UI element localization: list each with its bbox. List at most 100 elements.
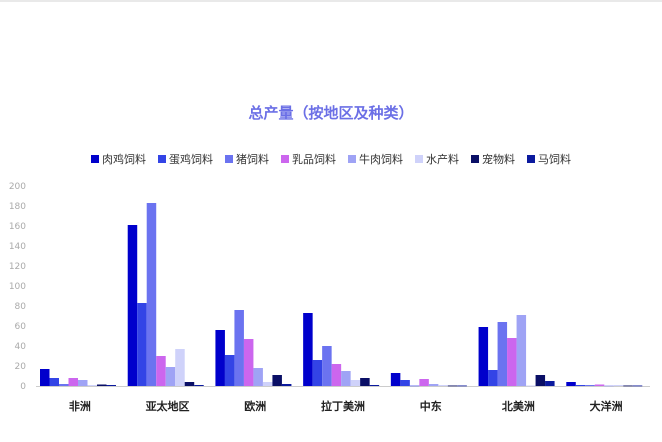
bar[interactable] <box>516 315 527 386</box>
bar[interactable] <box>400 380 410 386</box>
bar[interactable] <box>478 327 489 386</box>
bar[interactable] <box>106 385 117 386</box>
bar[interactable] <box>360 378 370 386</box>
y-tick-label: 80 <box>15 302 27 312</box>
bar[interactable] <box>303 313 313 386</box>
bar[interactable] <box>331 364 342 386</box>
bar[interactable] <box>507 338 517 386</box>
legend-item[interactable]: 水产料 <box>415 151 459 167</box>
bar[interactable] <box>68 378 79 386</box>
bar[interactable] <box>97 384 107 387</box>
bar[interactable] <box>447 385 458 387</box>
legend-swatch <box>471 155 479 163</box>
bar[interactable] <box>127 225 138 386</box>
y-tick-label: 140 <box>9 242 26 252</box>
bar[interactable] <box>215 330 225 386</box>
chart-legend: 肉鸡饲料 蛋鸡饲料 猪饲料 乳品饲料 牛肉饲料 水产料 宠物料 马饲料 <box>0 151 662 167</box>
bar[interactable] <box>281 384 292 386</box>
bar[interactable] <box>87 385 98 386</box>
bar[interactable] <box>253 368 263 386</box>
bar[interactable] <box>613 385 624 386</box>
bar[interactable] <box>545 381 555 386</box>
legend-swatch <box>527 155 535 163</box>
bar[interactable] <box>575 385 586 386</box>
legend-item[interactable]: 牛肉饲料 <box>348 151 403 167</box>
legend-swatch <box>415 155 423 163</box>
bar[interactable] <box>566 382 576 386</box>
legend-item[interactable]: 肉鸡饲料 <box>91 151 146 167</box>
legend-swatch <box>225 155 233 163</box>
legend-label: 马饲料 <box>538 153 571 166</box>
bar[interactable] <box>594 384 605 387</box>
bar[interactable] <box>312 360 323 386</box>
chart-title: 总产量（按地区及种类） <box>248 104 414 122</box>
legend-label: 猪饲料 <box>236 153 269 166</box>
legend-item[interactable]: 蛋鸡饲料 <box>158 151 213 167</box>
y-axis: 0 20 40 60 80 100 120 140 160 180 200 <box>9 182 26 392</box>
legend-swatch <box>281 155 289 163</box>
bar[interactable] <box>59 384 69 386</box>
x-axis: 非洲 亚太地区 欧洲 拉丁美洲 中东 北美洲 大洋洲 <box>69 399 623 413</box>
y-tick-label: 60 <box>15 322 27 332</box>
legend-label: 水产料 <box>426 153 459 166</box>
bar[interactable] <box>428 384 439 386</box>
legend-label: 乳品饲料 <box>292 153 336 166</box>
bars-group <box>40 203 643 387</box>
bar[interactable] <box>137 303 147 386</box>
bar[interactable] <box>262 382 273 386</box>
bar[interactable] <box>341 371 351 386</box>
bar[interactable] <box>156 356 166 386</box>
bar[interactable] <box>194 385 204 386</box>
legend-item[interactable]: 宠物料 <box>471 151 515 167</box>
bar[interactable] <box>585 385 595 386</box>
x-category-label: 中东 <box>420 399 442 413</box>
legend-swatch <box>158 155 166 163</box>
bar[interactable] <box>632 385 643 387</box>
bar[interactable] <box>419 379 429 386</box>
bar[interactable] <box>604 385 614 387</box>
bar[interactable] <box>224 355 235 386</box>
x-category-label: 拉丁美洲 <box>321 399 365 413</box>
bar[interactable] <box>350 380 361 386</box>
bar[interactable] <box>623 385 633 387</box>
bar[interactable] <box>40 369 50 386</box>
y-tick-label: 120 <box>9 262 26 272</box>
y-tick-label: 200 <box>9 182 26 192</box>
bar[interactable] <box>243 339 254 386</box>
top-divider <box>0 0 662 2</box>
bar[interactable] <box>488 370 498 386</box>
legend-item[interactable]: 马饲料 <box>527 151 571 167</box>
bar[interactable] <box>184 382 195 386</box>
bar[interactable] <box>438 385 448 386</box>
bar[interactable] <box>234 310 244 386</box>
x-category-label: 欧洲 <box>244 399 266 413</box>
x-category-label: 大洋洲 <box>590 399 623 413</box>
bar[interactable] <box>526 385 536 387</box>
x-category-label: 亚太地区 <box>146 399 190 413</box>
y-tick-label: 160 <box>9 222 26 232</box>
bar[interactable] <box>322 346 332 386</box>
bar[interactable] <box>272 375 282 386</box>
legend-label: 牛肉饲料 <box>359 153 403 166</box>
y-tick-label: 20 <box>15 362 27 372</box>
bar[interactable] <box>175 349 185 386</box>
x-category-label: 北美洲 <box>502 399 535 413</box>
legend-label: 宠物料 <box>482 153 515 166</box>
bar[interactable] <box>49 378 60 386</box>
y-tick-label: 40 <box>15 342 27 352</box>
bar[interactable] <box>78 380 88 386</box>
bar[interactable] <box>457 385 467 387</box>
bar[interactable] <box>497 322 508 386</box>
bar[interactable] <box>369 385 380 386</box>
bar[interactable] <box>409 385 420 387</box>
legend-item[interactable]: 猪饲料 <box>225 151 269 167</box>
bar[interactable] <box>535 375 546 386</box>
y-tick-label: 180 <box>9 202 26 212</box>
bar[interactable] <box>146 203 157 386</box>
legend-swatch <box>91 155 99 163</box>
legend-label: 蛋鸡饲料 <box>169 153 213 166</box>
legend-item[interactable]: 乳品饲料 <box>281 151 336 167</box>
bar[interactable] <box>390 373 401 386</box>
bar[interactable] <box>165 367 176 386</box>
